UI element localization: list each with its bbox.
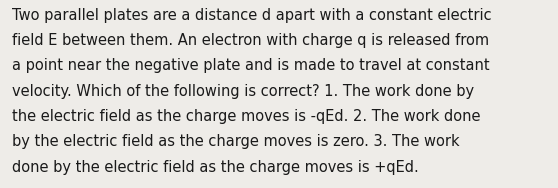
Text: the electric field as the charge moves is -qEd. 2. The work done: the electric field as the charge moves i… (12, 109, 481, 124)
Text: done by the electric field as the charge moves is +qEd.: done by the electric field as the charge… (12, 160, 419, 175)
Text: Two parallel plates are a distance d apart with a constant electric: Two parallel plates are a distance d apa… (12, 8, 492, 23)
Text: a point near the negative plate and is made to travel at constant: a point near the negative plate and is m… (12, 58, 490, 73)
Text: field E between them. An electron with charge q is released from: field E between them. An electron with c… (12, 33, 489, 48)
Text: by the electric field as the charge moves is zero. 3. The work: by the electric field as the charge move… (12, 134, 460, 149)
Text: velocity. Which of the following is correct? 1. The work done by: velocity. Which of the following is corr… (12, 84, 474, 99)
